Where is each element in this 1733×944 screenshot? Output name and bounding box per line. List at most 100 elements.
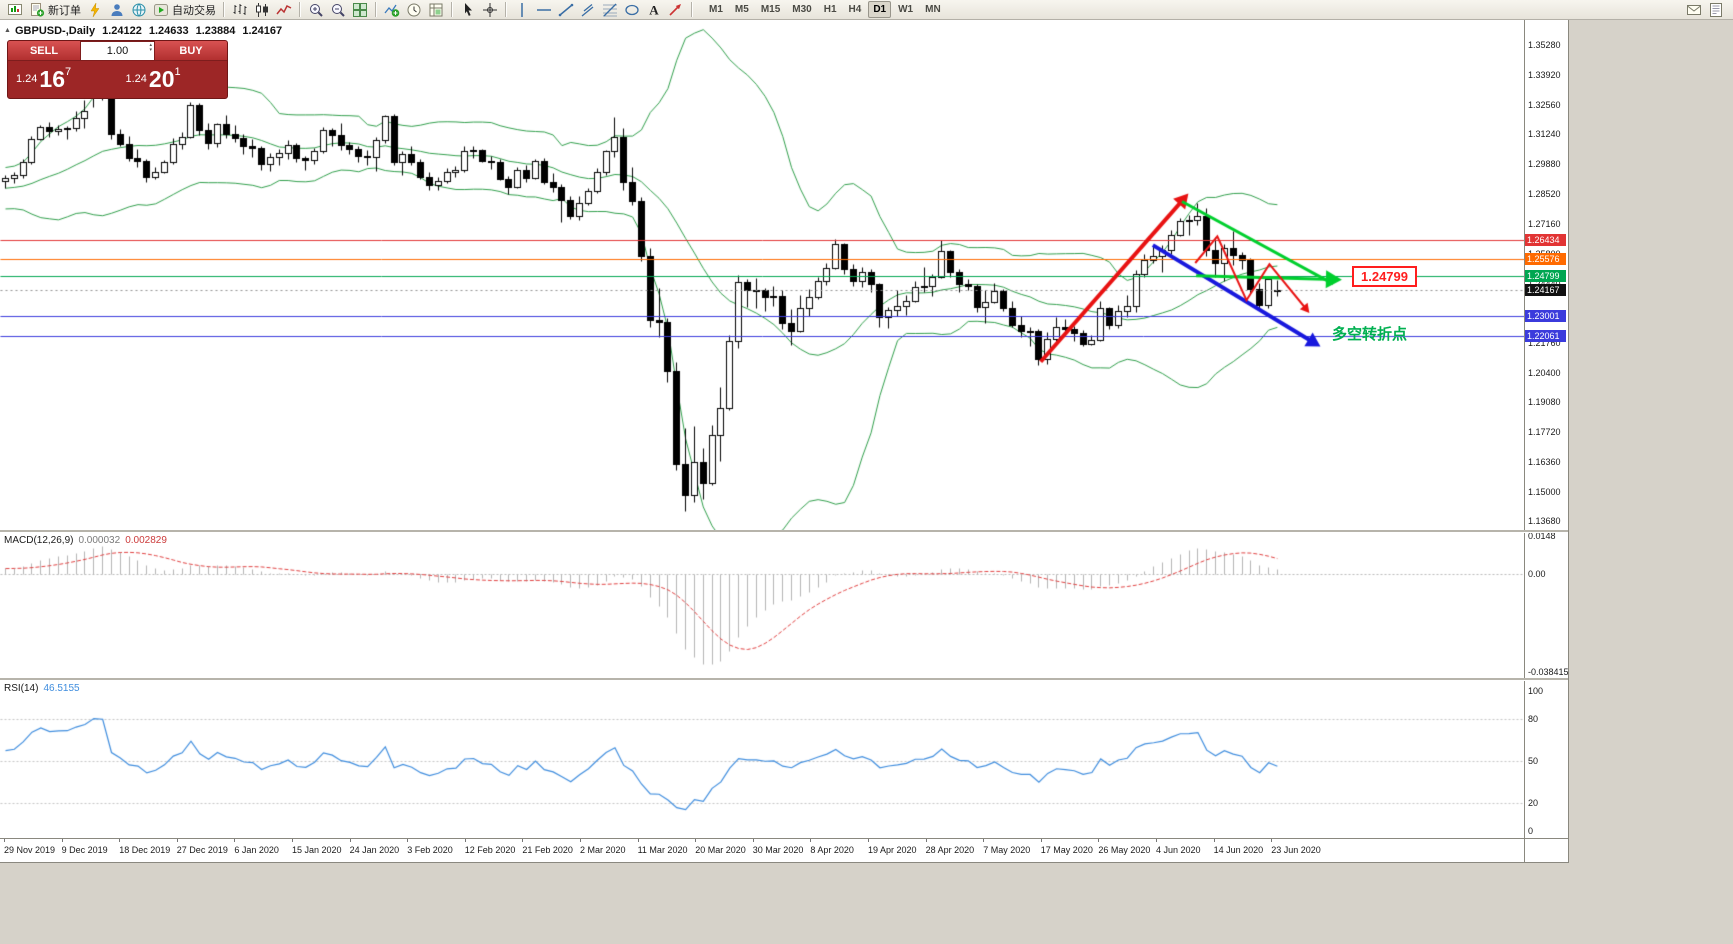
price-tag: 1.23001 — [1525, 309, 1566, 322]
toolbar-shapes-button[interactable] — [622, 1, 642, 19]
rsi-panel-canvas[interactable] — [0, 681, 1524, 838]
price-tag: 1.25576 — [1525, 252, 1566, 265]
toolbar-zoom-out-button[interactable] — [328, 1, 348, 19]
toolbar-chart-window-button[interactable] — [5, 1, 25, 19]
date-axis-tick — [522, 839, 524, 842]
timeframe-mn-button[interactable]: MN — [925, 4, 941, 15]
date-axis-label: 29 Nov 2019 — [4, 845, 56, 855]
toolbar-hline-button[interactable] — [534, 1, 554, 19]
toolbar-zoom-in-button[interactable] — [306, 1, 326, 19]
chart-window-gbpusd-daily: 29 Nov 2019 9 Dec 2019 18 Dec 2019 27 Dec 2… — [0, 20, 1569, 863]
price-axis-label: 1.32560 — [1528, 99, 1561, 110]
toolbar-indicators-button[interactable] — [382, 1, 402, 19]
toolbar-autotrade-button[interactable]: 自动交易 — [151, 1, 218, 19]
toolbar-text-tool-button[interactable]: A — [644, 1, 664, 19]
macd-panel-separator[interactable] — [0, 530, 1568, 533]
toolbar-trendline-button[interactable] — [556, 1, 576, 19]
date-axis-tick — [752, 839, 754, 842]
buy-price-pips: 20 — [148, 65, 175, 92]
buy-button[interactable]: BUY — [155, 41, 227, 61]
main-chart-canvas[interactable] — [0, 20, 1524, 531]
volume-input[interactable]: 1.00 ▴ ▾ — [80, 41, 155, 61]
date-axis-tick — [464, 839, 466, 842]
toolbar-fibonacci-button[interactable] — [600, 1, 620, 19]
timeframe-m30-button[interactable]: M30 — [792, 4, 812, 15]
toolbar-crosshair-button[interactable] — [480, 1, 500, 19]
toolbar-cursor-button[interactable] — [458, 1, 478, 19]
timeframe-m1-button[interactable]: M1 — [709, 4, 723, 15]
one-click-trading-panel: SELL 1.00 ▴ ▾ BUY 1.24 16 7 — [7, 40, 228, 99]
date-axis-label: 7 May 2020 — [983, 845, 1031, 855]
timeframe-m15-button[interactable]: M15 — [760, 4, 781, 15]
date-axis-tick — [868, 839, 869, 842]
date-axis-tick — [234, 839, 236, 842]
price-axis-label: 1.29880 — [1528, 158, 1561, 169]
sell-price-point: 7 — [65, 66, 72, 78]
rsi-axis-label: 80 — [1528, 714, 1539, 724]
chart-window-icon — [7, 2, 23, 18]
toolbar-mail-button[interactable] — [1684, 1, 1704, 19]
toolbar-separator — [505, 2, 507, 17]
date-axis-label: 4 Jun 2020 — [1156, 845, 1201, 855]
rsi-title: RSI(14) — [4, 683, 39, 694]
price-level-callout[interactable]: 1.24799 — [1352, 266, 1417, 287]
date-axis[interactable]: 29 Nov 2019 9 Dec 2019 18 Dec 2019 27 Dec 2… — [0, 838, 1568, 862]
zoom-in-icon — [308, 2, 324, 18]
ohlc-close: 1.24167 — [242, 25, 283, 37]
toolbar-channel-button[interactable] — [578, 1, 598, 19]
price-axis-label: 1.17720 — [1528, 426, 1561, 437]
macd-panel-canvas[interactable] — [0, 533, 1524, 679]
buy-button-label: BUY — [179, 44, 203, 57]
timeframe-w1-button[interactable]: W1 — [898, 4, 914, 15]
toolbar-arrows-tool-button[interactable] — [666, 1, 686, 19]
toolbar-tile-windows-button[interactable] — [350, 1, 370, 19]
toolbar-profile-button[interactable] — [107, 1, 127, 19]
crosshair-icon — [482, 2, 498, 18]
timeframe-m5-button[interactable]: M5 — [734, 4, 749, 15]
date-axis-tick — [1213, 839, 1215, 842]
toolbar-periods-button[interactable] — [404, 1, 424, 19]
volume-spinner[interactable]: ▴ ▾ — [149, 43, 152, 53]
toolbar-vline-button[interactable] — [512, 1, 532, 19]
toolbar-right-group — [1683, 1, 1733, 19]
price-tag: 1.24167 — [1525, 283, 1566, 296]
date-axis-label: 28 Apr 2020 — [925, 845, 975, 855]
toolbar-line-chart-button[interactable] — [274, 1, 294, 19]
date-axis-tick — [349, 839, 351, 842]
toolbar-globe-button[interactable] — [129, 1, 149, 19]
date-axis-label: 12 Feb 2020 — [464, 845, 516, 855]
toolbar-lightning-button[interactable] — [85, 1, 105, 19]
indicators-icon — [384, 2, 400, 18]
sell-price[interactable]: 1.24 16 7 — [8, 61, 118, 97]
date-axis-tick — [61, 839, 63, 842]
mail-icon — [1686, 2, 1702, 18]
toolbar-bars-chart-button[interactable] — [230, 1, 250, 19]
toolbar-new-order-label: 新订单 — [48, 4, 81, 17]
one-click-collapse-icon[interactable]: ▲ — [4, 27, 11, 34]
price-axis-border — [1524, 20, 1525, 862]
date-axis-label: 23 Jun 2020 — [1271, 845, 1321, 855]
toolbar-new-order-button[interactable]: 新订单 — [27, 1, 83, 19]
spinner-down-icon[interactable]: ▾ — [149, 47, 152, 53]
date-axis-tick — [1271, 839, 1273, 842]
toolbar-news-button[interactable] — [1706, 1, 1726, 19]
toolbar-candles-chart-button[interactable] — [252, 1, 272, 19]
new-order-icon — [29, 2, 45, 18]
sell-button[interactable]: SELL — [8, 41, 80, 61]
toolbar-separator — [299, 2, 301, 17]
date-axis-tick — [925, 839, 927, 842]
templates-icon — [428, 2, 444, 18]
turning-point-label[interactable]: 多空转折点 — [1332, 326, 1408, 343]
globe-icon — [131, 2, 147, 18]
buy-price[interactable]: 1.24 20 1 — [118, 61, 228, 97]
hline-icon — [536, 2, 552, 18]
timeframe-h1-button[interactable]: H1 — [823, 4, 837, 15]
spinner-up-icon[interactable]: ▴ — [149, 42, 152, 48]
toolbar-templates-button[interactable] — [426, 1, 446, 19]
timeframe-h4-button[interactable]: H4 — [848, 4, 862, 15]
date-axis-label: 27 Dec 2019 — [176, 845, 228, 855]
price-axis-label: 1.16360 — [1528, 456, 1561, 467]
timeframe-d1-button[interactable]: D1 — [868, 1, 892, 18]
shapes-icon — [624, 2, 640, 18]
rsi-panel-separator[interactable] — [0, 678, 1568, 681]
